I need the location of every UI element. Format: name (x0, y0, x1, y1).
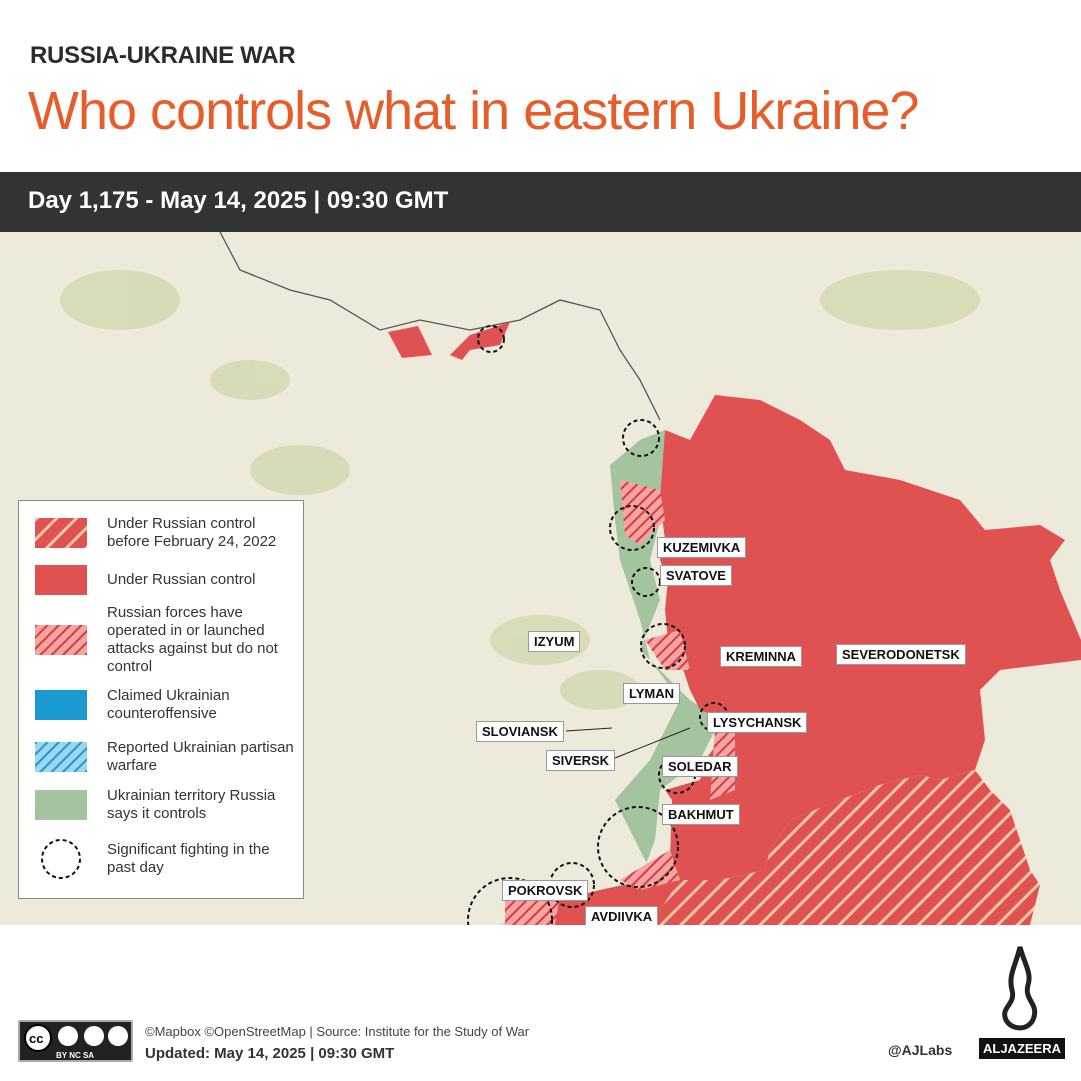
hatch-pre2022-icon (35, 518, 87, 548)
pre-2022-control-area (650, 770, 1040, 925)
contested-areas (505, 480, 735, 925)
svg-text:BY NC SA: BY NC SA (56, 1051, 94, 1060)
aljazeera-logo-icon (990, 945, 1050, 1040)
city-label: KREMINNA (720, 646, 803, 667)
callout-lines (565, 727, 691, 761)
hatch-red-icon (35, 625, 87, 655)
kicker: RUSSIA-UKRAINE WAR (30, 42, 296, 69)
legend-label: Claimed Ukrainian counteroffensive (107, 687, 230, 722)
city-label: IZYUM (528, 631, 581, 652)
terrain-green (60, 270, 980, 710)
source-credit: ©Mapbox ©OpenStreetMap | Source: Institu… (145, 1024, 530, 1039)
solid-blue-icon (35, 690, 87, 720)
svg-text:cc: cc (29, 1031, 43, 1046)
city-label: BAKHMUT (662, 804, 740, 825)
city-label: POKROVSK (502, 880, 589, 901)
creative-commons-badge: cc BY NC SA (18, 1020, 133, 1062)
legend-label: Reported Ukrainian partisan warfare (107, 739, 294, 774)
legend-label: Ukrainian territory Russia says it contr… (107, 787, 276, 822)
city-label: SEVERODONETSK (836, 644, 966, 665)
cc-license-icon: cc BY NC SA (24, 1024, 128, 1060)
updated-time: Updated: May 14, 2025 | 09:30 GMT (145, 1045, 395, 1062)
city-label: LYMAN (623, 683, 681, 704)
city-label: AVDIIVKA (585, 906, 659, 925)
city-label: KUZEMIVKA (657, 537, 747, 558)
city-label: SLOVIANSK (476, 721, 564, 742)
aljazeera-wordmark: ALJAZEERA (979, 1038, 1066, 1059)
russian-control-north (388, 322, 510, 360)
border-line (219, 232, 661, 421)
solid-red-icon (35, 565, 87, 595)
solid-green-icon (35, 790, 87, 820)
legend: Under Russian control before February 24… (18, 500, 304, 899)
map-svg (60, 232, 1081, 925)
page-title: Who controls what in eastern Ukraine? (28, 81, 919, 141)
russian-control-area (660, 395, 1081, 880)
legend-label: Under Russian control (107, 571, 256, 588)
hatch-blue-icon (35, 742, 87, 772)
dashed-circle-icon (41, 839, 81, 879)
city-label: SVATOVE (660, 565, 732, 586)
legend-label: Significant fighting in the past day (107, 841, 270, 876)
fighting-circles (467, 325, 729, 925)
legend-label: Under Russian control before February 24… (107, 515, 277, 550)
date-band: Day 1,175 - May 14, 2025 | 09:30 GMT (0, 172, 1081, 232)
legend-label: Russian forces have operated in or launc… (107, 604, 278, 675)
city-label: LYSYCHANSK (707, 712, 808, 733)
city-label: SIVERSK (546, 750, 616, 771)
aj-labs-handle: @AJLabs (888, 1042, 953, 1058)
city-label: SOLEDAR (662, 756, 738, 777)
